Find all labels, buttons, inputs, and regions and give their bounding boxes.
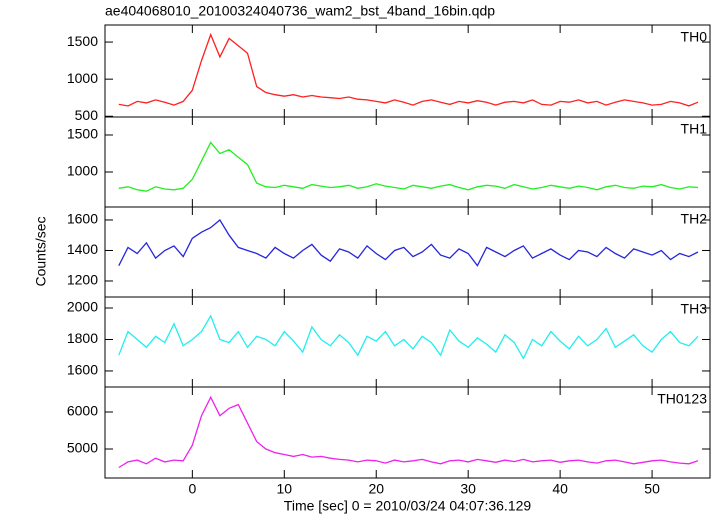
light-curve — [118, 32, 699, 107]
panel-label: TH3 — [681, 301, 708, 317]
panel-label: TH0123 — [657, 391, 707, 407]
y-tick-label: 500 — [75, 107, 99, 123]
x-tick-label: 40 — [552, 481, 568, 497]
light-curve — [118, 141, 699, 192]
y-tick-label: 1600 — [67, 362, 98, 378]
panel-frame — [104, 116, 711, 208]
x-tick-label: 50 — [644, 481, 660, 497]
light-curve — [118, 219, 699, 267]
y-tick-label: 1000 — [67, 163, 98, 179]
x-tick-label: 0 — [188, 481, 196, 497]
y-tick-label: 1400 — [67, 241, 98, 257]
y-tick-label: 1800 — [67, 330, 98, 346]
panel-label: TH2 — [681, 211, 708, 227]
y-tick-label: 5000 — [67, 440, 98, 456]
y-axis-label: Counts/sec — [33, 216, 49, 286]
panel-label: TH0 — [681, 29, 708, 45]
light-curve — [118, 314, 699, 360]
x-tick-label: 30 — [460, 481, 476, 497]
y-tick-label: 1000 — [67, 70, 98, 86]
panel-label: TH1 — [681, 121, 708, 137]
y-tick-label: 1200 — [67, 272, 98, 288]
y-tick-label: 1500 — [67, 126, 98, 142]
light-curve — [118, 395, 699, 469]
x-axis-label: Time [sec] 0 = 2010/03/24 04:07:36.129 — [284, 498, 532, 514]
panel-frame — [104, 386, 711, 479]
panel-frame — [104, 296, 711, 388]
x-tick-label: 10 — [277, 481, 293, 497]
y-tick-label: 1600 — [67, 211, 98, 227]
y-tick-label: 1500 — [67, 33, 98, 49]
chart-title: ae404068010_20100324040736_wam2_bst_4ban… — [105, 3, 495, 19]
x-tick-label: 20 — [368, 481, 384, 497]
y-tick-label: 2000 — [67, 299, 98, 315]
y-tick-label: 6000 — [67, 403, 98, 419]
